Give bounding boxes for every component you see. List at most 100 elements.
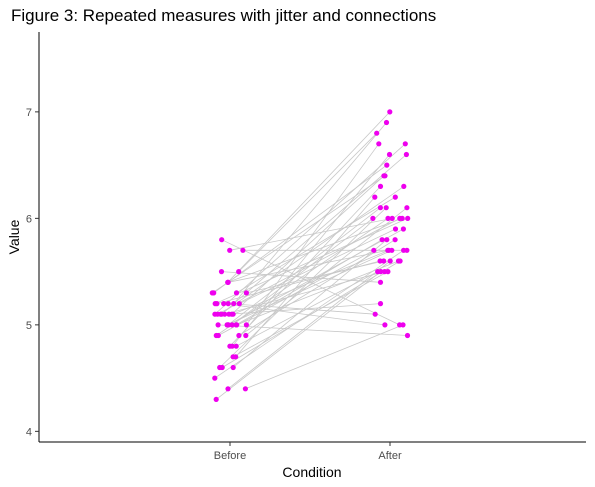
- data-point-before: [242, 386, 248, 392]
- data-point-after: [386, 151, 393, 158]
- connection-line: [221, 271, 381, 283]
- data-point-after: [371, 247, 377, 253]
- data-point-after: [385, 215, 391, 221]
- data-point-after: [384, 162, 390, 168]
- x-ticks: Before After: [214, 442, 402, 462]
- data-point-before: [217, 364, 223, 371]
- data-point-before: [236, 332, 242, 339]
- data-point-after: [374, 130, 380, 136]
- data-point-before: [219, 237, 225, 243]
- y-tick-label: 4: [26, 426, 32, 438]
- x-tick-label: After: [378, 450, 402, 462]
- connection-line: [228, 228, 404, 326]
- connection-line: [227, 260, 391, 390]
- connection-line: [232, 271, 389, 358]
- connection-line: [229, 218, 393, 251]
- data-point-after: [395, 258, 402, 264]
- data-point-before: [225, 301, 231, 307]
- connection-line: [236, 260, 399, 326]
- data-point-before: [234, 322, 240, 328]
- data-point-before: [233, 290, 240, 296]
- data-point-after: [401, 183, 407, 189]
- y-tick-label: 7: [26, 107, 32, 119]
- data-point-before: [236, 269, 242, 275]
- data-point-after: [392, 226, 399, 232]
- data-point-after: [392, 237, 398, 243]
- data-point-after: [382, 173, 388, 179]
- data-point-before: [233, 343, 239, 349]
- connection-line: [236, 196, 396, 294]
- data-point-before: [212, 311, 218, 317]
- data-point-after: [384, 237, 390, 243]
- connection-line: [215, 271, 382, 400]
- data-point-before: [230, 311, 236, 317]
- data-point-after: [377, 279, 384, 285]
- data-point-before: [243, 322, 249, 328]
- data-point-before: [225, 279, 231, 285]
- data-point-before: [243, 290, 249, 296]
- data-point-after: [370, 215, 376, 221]
- data-point-after: [372, 194, 378, 200]
- data-point-after: [405, 215, 411, 221]
- connection-line: [238, 132, 377, 272]
- data-point-after: [377, 205, 383, 211]
- data-point-before: [209, 290, 215, 296]
- data-point-after: [375, 269, 381, 275]
- data-point-after: [400, 322, 406, 328]
- connection-line: [229, 186, 381, 347]
- data-points: [209, 109, 411, 402]
- data-point-after: [392, 194, 398, 200]
- connection-line: [232, 239, 388, 368]
- data-point-before: [230, 364, 236, 371]
- connection-line: [228, 249, 388, 283]
- connection-line: [221, 154, 407, 315]
- connection-line: [228, 303, 376, 315]
- connection-line: [219, 207, 387, 368]
- data-point-before: [225, 386, 231, 392]
- data-point-after: [382, 322, 388, 328]
- y-ticks: 4 5 6 7: [26, 107, 39, 438]
- chart-title: Figure 3: Repeated measures with jitter …: [11, 6, 437, 25]
- connection-line: [246, 260, 384, 294]
- data-point-after: [372, 311, 378, 317]
- data-point-after: [379, 237, 385, 243]
- connection-line: [245, 324, 404, 390]
- data-point-before: [230, 354, 236, 360]
- data-point-before: [215, 322, 221, 328]
- data-point-before: [218, 269, 225, 275]
- data-point-after: [389, 215, 395, 221]
- data-point-before: [243, 332, 249, 339]
- connection-line: [218, 249, 374, 336]
- y-tick-label: 5: [26, 320, 32, 332]
- connection-lines: [212, 111, 408, 400]
- data-point-after: [404, 332, 411, 339]
- data-point-before: [229, 343, 235, 349]
- data-point-before: [212, 375, 218, 381]
- data-point-before: [229, 322, 235, 328]
- connection-line: [231, 175, 385, 315]
- data-point-after: [385, 269, 391, 275]
- data-point-before: [225, 322, 231, 328]
- data-point-after: [400, 226, 406, 232]
- data-point-before: [231, 301, 237, 307]
- connection-line: [246, 143, 380, 326]
- connection-line: [215, 218, 408, 304]
- x-tick-label: Before: [214, 450, 246, 462]
- data-point-before: [213, 332, 219, 339]
- data-point-after: [383, 119, 390, 126]
- connection-line: [212, 175, 386, 294]
- connection-line: [214, 143, 406, 315]
- y-axis-title: Value: [6, 219, 22, 254]
- data-point-after: [377, 183, 384, 189]
- data-point-before: [221, 301, 227, 307]
- data-point-after: [403, 151, 409, 158]
- connection-line: [238, 239, 396, 336]
- connection-line: [232, 249, 390, 315]
- connection-line: [213, 164, 388, 294]
- data-point-after: [387, 258, 393, 264]
- data-point-before: [227, 247, 233, 253]
- data-point-after: [404, 247, 410, 253]
- data-point-before: [226, 311, 232, 317]
- connection-line: [239, 228, 396, 304]
- data-point-after: [377, 258, 383, 264]
